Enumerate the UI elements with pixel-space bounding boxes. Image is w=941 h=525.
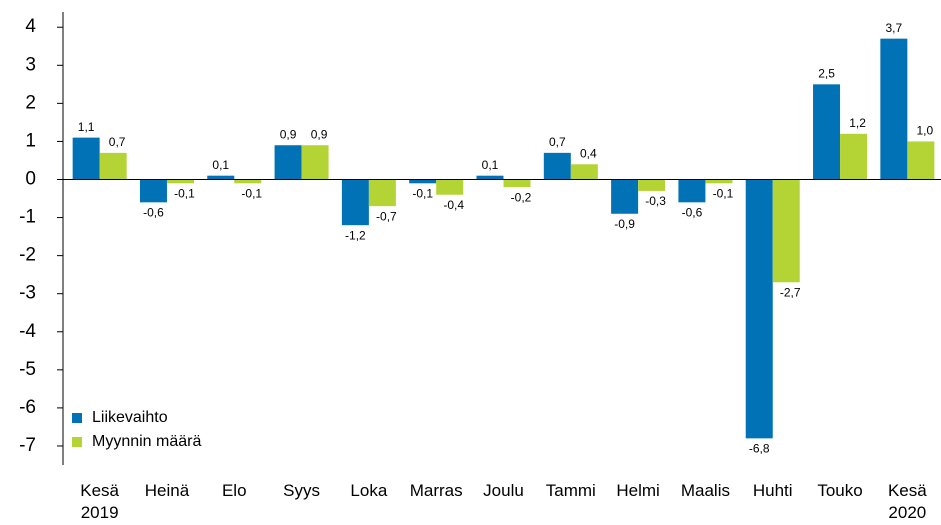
bar xyxy=(745,179,773,439)
data-label: -0,6 xyxy=(143,206,164,220)
x-tick-label: Kesä 2019 xyxy=(66,480,133,524)
y-tick-label: -5 xyxy=(19,359,36,380)
data-label: 1,0 xyxy=(917,124,934,138)
y-tick-label: -7 xyxy=(19,435,36,456)
x-tick-text: Marras xyxy=(409,481,463,500)
bar xyxy=(409,179,437,184)
x-tick-label: Elo xyxy=(201,480,268,502)
data-label: -0,6 xyxy=(682,206,703,220)
bar xyxy=(99,152,127,180)
x-tick-label: Kesä 2020 xyxy=(874,480,941,524)
x-tick-text: Loka xyxy=(350,481,388,500)
bar xyxy=(570,164,598,180)
bar xyxy=(880,38,908,180)
data-label: 0,7 xyxy=(549,135,566,149)
x-tick-text: Maalis xyxy=(680,481,730,500)
data-label: 0,1 xyxy=(482,158,499,172)
bar xyxy=(368,179,396,207)
x-tick-text: Helmi xyxy=(616,481,660,500)
data-label: -0,1 xyxy=(174,186,195,200)
x-tick-label: Joulu xyxy=(470,480,537,502)
x-tick-text: Heinä xyxy=(144,481,190,500)
bar xyxy=(274,145,302,180)
legend-swatch xyxy=(72,413,82,423)
data-label: -0,2 xyxy=(511,190,532,204)
x-tick-label: Syys xyxy=(268,480,335,502)
bar xyxy=(907,141,935,180)
x-tick-label: Marras xyxy=(403,480,470,502)
data-label: 0,7 xyxy=(109,135,126,149)
data-label: 1,2 xyxy=(849,116,866,130)
bar xyxy=(139,179,167,203)
legend-swatch xyxy=(72,437,82,447)
bar xyxy=(436,179,464,195)
x-tick-text: Kesä 2020 xyxy=(887,481,927,522)
x-tick-text: Huhti xyxy=(752,481,793,500)
x-tick-label: Huhti xyxy=(739,480,806,502)
bar xyxy=(301,145,329,180)
bar xyxy=(207,175,235,180)
data-label: -0,7 xyxy=(376,209,397,223)
data-label: 1,1 xyxy=(78,120,95,134)
y-tick-label: 3 xyxy=(25,54,36,75)
x-tick-label: Loka xyxy=(335,480,402,502)
bar xyxy=(341,179,369,226)
y-tick-label: -6 xyxy=(19,397,36,418)
y-tick-label: 1 xyxy=(25,130,36,151)
x-tick-text: Syys xyxy=(283,481,320,500)
bar xyxy=(840,133,868,180)
data-label: 0,9 xyxy=(311,127,328,141)
x-tick-label: Helmi xyxy=(604,480,671,502)
bar xyxy=(611,179,639,214)
data-label: -2,7 xyxy=(780,285,801,299)
bar xyxy=(678,179,706,203)
y-tick-label: -4 xyxy=(19,321,36,342)
y-tick-label: -3 xyxy=(19,283,36,304)
data-label: -0,3 xyxy=(645,194,666,208)
data-label: 0,4 xyxy=(580,146,597,160)
bar xyxy=(705,179,733,184)
x-tick-text: Joulu xyxy=(483,481,524,500)
bar xyxy=(543,152,571,180)
data-label: 0,1 xyxy=(212,158,229,172)
x-tick-text: Elo xyxy=(221,481,247,500)
legend-label: Liikevaihto xyxy=(92,409,168,426)
x-tick-label: Maalis xyxy=(672,480,739,502)
data-label: 3,7 xyxy=(886,21,903,35)
bar xyxy=(166,179,194,184)
bar xyxy=(72,137,100,180)
y-tick-label: -2 xyxy=(19,245,36,266)
x-tick-label: Tammi xyxy=(537,480,604,502)
y-tick-label: 0 xyxy=(25,169,36,190)
data-label: -0,1 xyxy=(412,186,433,200)
data-label: 2,5 xyxy=(818,66,835,80)
bar xyxy=(503,179,531,188)
data-label: -0,9 xyxy=(614,217,635,231)
bar xyxy=(234,179,262,184)
legend-label: Myynnin määrä xyxy=(92,433,201,450)
y-tick-label: 2 xyxy=(25,92,36,113)
bar xyxy=(638,179,666,191)
data-label: -0,1 xyxy=(241,186,262,200)
x-tick-text: Touko xyxy=(817,481,863,500)
bar xyxy=(813,84,841,180)
data-label: -0,1 xyxy=(713,186,734,200)
y-tick-label: -1 xyxy=(19,207,36,228)
x-tick-label: Heinä xyxy=(133,480,200,502)
bar xyxy=(476,175,504,180)
x-tick-label: Touko xyxy=(806,480,873,502)
data-label: -6,8 xyxy=(749,442,770,456)
y-tick-label: 4 xyxy=(25,16,36,37)
data-label: 0,9 xyxy=(280,127,297,141)
data-label: -1,2 xyxy=(345,228,366,242)
x-tick-text: Tammi xyxy=(545,481,596,500)
data-label: -0,4 xyxy=(443,198,464,212)
bar xyxy=(772,179,800,283)
x-tick-text: Kesä 2019 xyxy=(80,481,120,522)
